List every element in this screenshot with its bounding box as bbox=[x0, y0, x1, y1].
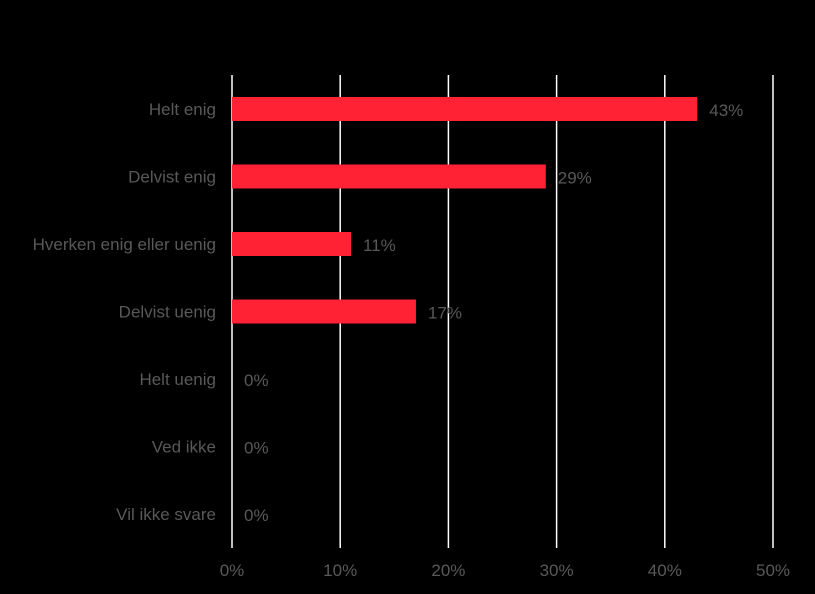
bar bbox=[232, 97, 698, 121]
category-label: Delvist uenig bbox=[119, 303, 216, 322]
category-label: Hverken enig eller uenig bbox=[33, 235, 216, 254]
data-label: 11% bbox=[363, 236, 396, 255]
data-label: 17% bbox=[428, 304, 462, 323]
x-tick-label: 20% bbox=[431, 561, 465, 580]
labels: 0% 10% 20% 30% 40% 50% Helt enig 43% Delvist eni… bbox=[33, 100, 790, 580]
x-tick-label: 50% bbox=[756, 561, 790, 580]
x-tick-label: 40% bbox=[648, 561, 682, 580]
data-label: 29% bbox=[558, 169, 592, 188]
bars bbox=[232, 97, 698, 324]
category-label: Delvist enig bbox=[128, 168, 216, 187]
bar bbox=[232, 164, 546, 189]
category-label: Helt enig bbox=[149, 100, 216, 119]
x-tick-label: 0% bbox=[220, 561, 245, 580]
x-tick-label: 10% bbox=[323, 561, 357, 580]
gridlines bbox=[231, 75, 774, 548]
data-label: 43% bbox=[709, 101, 743, 120]
data-label: 0% bbox=[244, 371, 269, 390]
bar bbox=[232, 232, 352, 256]
category-label: Vil ikke svare bbox=[116, 505, 216, 524]
x-tick-label: 30% bbox=[540, 561, 574, 580]
data-label: 0% bbox=[244, 506, 269, 525]
category-label: Helt uenig bbox=[139, 370, 216, 389]
category-label: Ved ikke bbox=[152, 438, 216, 457]
data-label: 0% bbox=[244, 439, 269, 458]
bar bbox=[232, 299, 416, 324]
